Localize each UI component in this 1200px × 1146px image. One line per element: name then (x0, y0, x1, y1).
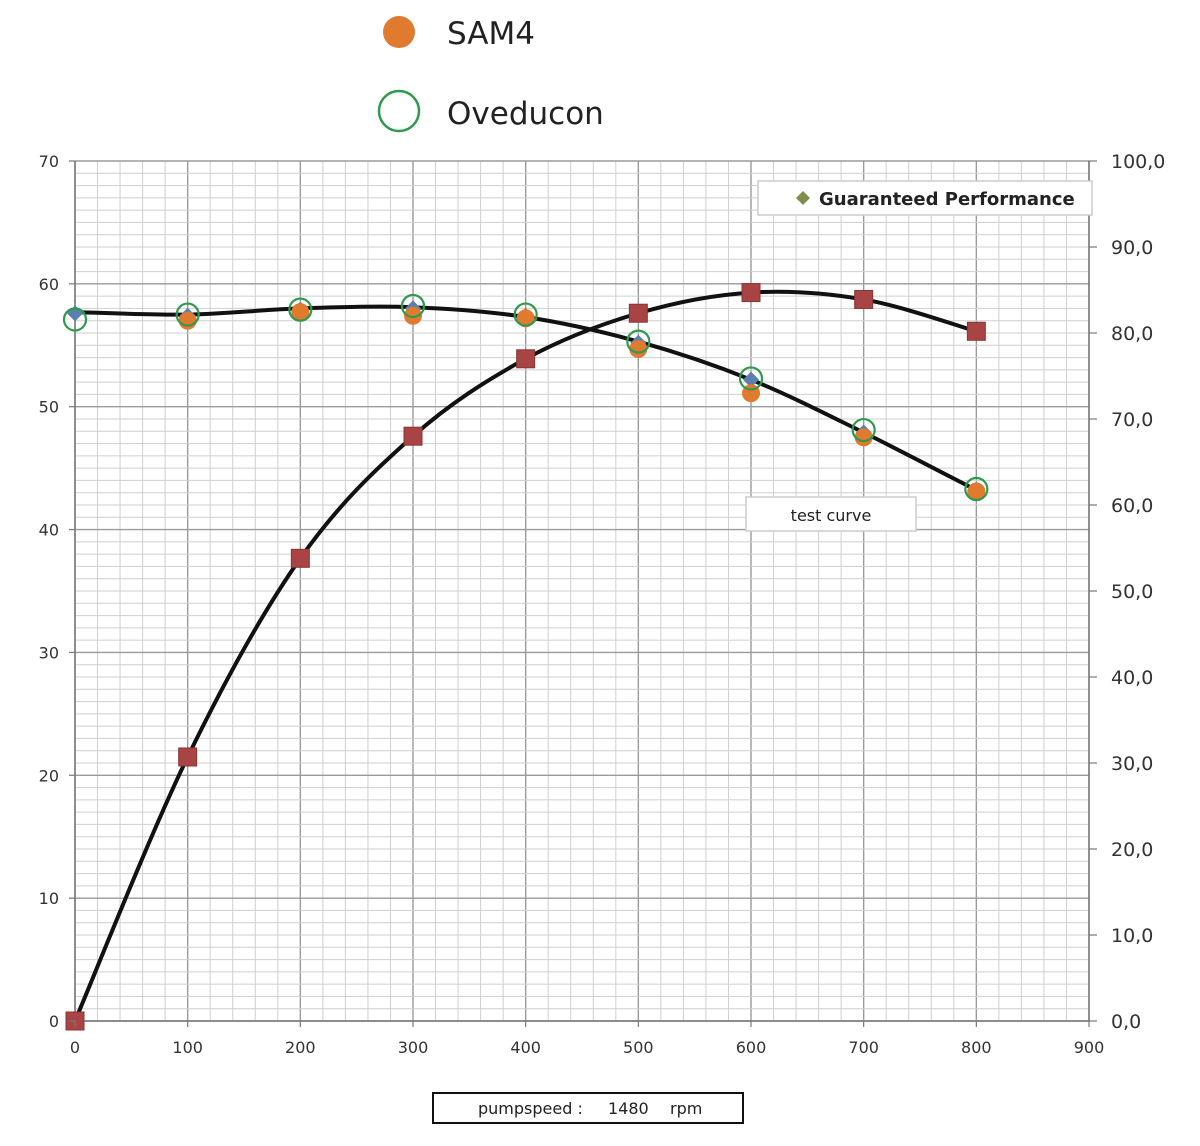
y-right-tick-label: 70,0 (1111, 409, 1153, 431)
head-oveducon-point (175, 302, 200, 327)
y-right-tick-label: 30,0 (1111, 753, 1153, 775)
head-sam4-point (516, 309, 535, 328)
head-sam4-point (291, 303, 310, 322)
x-tick-label: 300 (398, 1038, 429, 1057)
x-tick-label: 100 (172, 1038, 203, 1057)
y-left-tick-label: 40 (39, 521, 59, 540)
efficiency-point (966, 321, 986, 341)
y-right-tick-label: 20,0 (1111, 839, 1153, 861)
pumpspeed-frame (432, 1092, 744, 1124)
annotation-text: test curve (791, 506, 872, 525)
head-sam4-point (967, 482, 986, 501)
head-oveducon-point (62, 307, 88, 332)
x-tick-label: 0 (70, 1038, 80, 1057)
annotation-test-curve: test curve (745, 496, 917, 532)
head-oveducon-point (851, 417, 876, 443)
legend-sam4-marker (383, 16, 415, 48)
efficiency-point (403, 426, 423, 446)
x-tick-label: 700 (848, 1038, 879, 1057)
y-right-tick-label: 50,0 (1111, 581, 1153, 603)
legend-top: SAM4 Oveducon (377, 16, 604, 133)
x-tick-label: 400 (510, 1038, 541, 1057)
pumpspeed-box: pumpspeed : 1480 rpm (432, 1092, 744, 1124)
head-oveducon-point (513, 302, 538, 327)
y-left-tick-label: 30 (39, 643, 59, 662)
data-markers (62, 283, 989, 1031)
head-oveducon-point (738, 366, 764, 391)
legend-box (757, 180, 1093, 216)
head-sam4-point (178, 311, 197, 330)
y-left-tick-label: 70 (39, 152, 59, 171)
head-oveducon-point (626, 329, 651, 354)
head-sam4-point (629, 339, 648, 358)
y-right-tick-label: 90,0 (1111, 237, 1153, 259)
y-left-tick-label: 50 (39, 398, 59, 417)
pumpspeed-value: 1480 (608, 1099, 649, 1118)
efficiency-point (290, 548, 310, 568)
x-tick-label: 900 (1074, 1038, 1105, 1057)
legend-sam4-label: SAM4 (447, 16, 535, 52)
legend-guaranteed-performance: Guaranteed Performance (757, 180, 1093, 216)
y-right-tick-label: 100,0 (1111, 151, 1165, 173)
x-tick-label: 800 (961, 1038, 992, 1057)
legend-oveducon-marker (377, 89, 421, 133)
head-oveducon-point (288, 297, 313, 322)
legend-oveducon-label: Oveducon (447, 96, 604, 132)
efficiency-point (854, 289, 874, 309)
grid (74, 160, 1090, 1022)
pumpspeed-label: pumpspeed : (478, 1099, 583, 1118)
head-oveducon-point (964, 476, 989, 502)
x-tick-label: 200 (285, 1038, 316, 1057)
head-sam4-point (404, 306, 422, 325)
y-right-tick-label: 10,0 (1111, 925, 1153, 947)
head-oveducon-point (400, 293, 426, 319)
efficiency-point (516, 349, 536, 369)
x-tick-label: 600 (736, 1038, 767, 1057)
legend-diamond-marker (796, 191, 810, 205)
legend-guaranteed-label: Guaranteed Performance (819, 189, 1075, 210)
y-right-tick-label: 40,0 (1111, 667, 1153, 689)
pumpspeed-unit: rpm (670, 1099, 702, 1118)
efficiency-point (178, 747, 198, 767)
x-tick-label: 500 (623, 1038, 654, 1057)
tick-labels: 0 100 200 300 400 500 600 700 800 900 0 10 20 30 40 50 6… (39, 151, 1166, 1057)
y-right-tick-label: 0,0 (1111, 1011, 1141, 1033)
efficiency-point (628, 303, 648, 323)
y-left-tick-label: 60 (39, 275, 59, 294)
head-sam4-point (854, 428, 873, 447)
y-left-tick-label: 10 (39, 889, 59, 908)
head-guaranteed-point (743, 371, 759, 388)
y-left-tick-label: 20 (39, 766, 59, 785)
y-right-tick-label: 80,0 (1111, 323, 1153, 345)
annotation-box (745, 496, 917, 532)
y-right-tick-label: 60,0 (1111, 495, 1153, 517)
efficiency-point (741, 283, 761, 303)
y-left-tick-label: 0 (49, 1012, 59, 1031)
